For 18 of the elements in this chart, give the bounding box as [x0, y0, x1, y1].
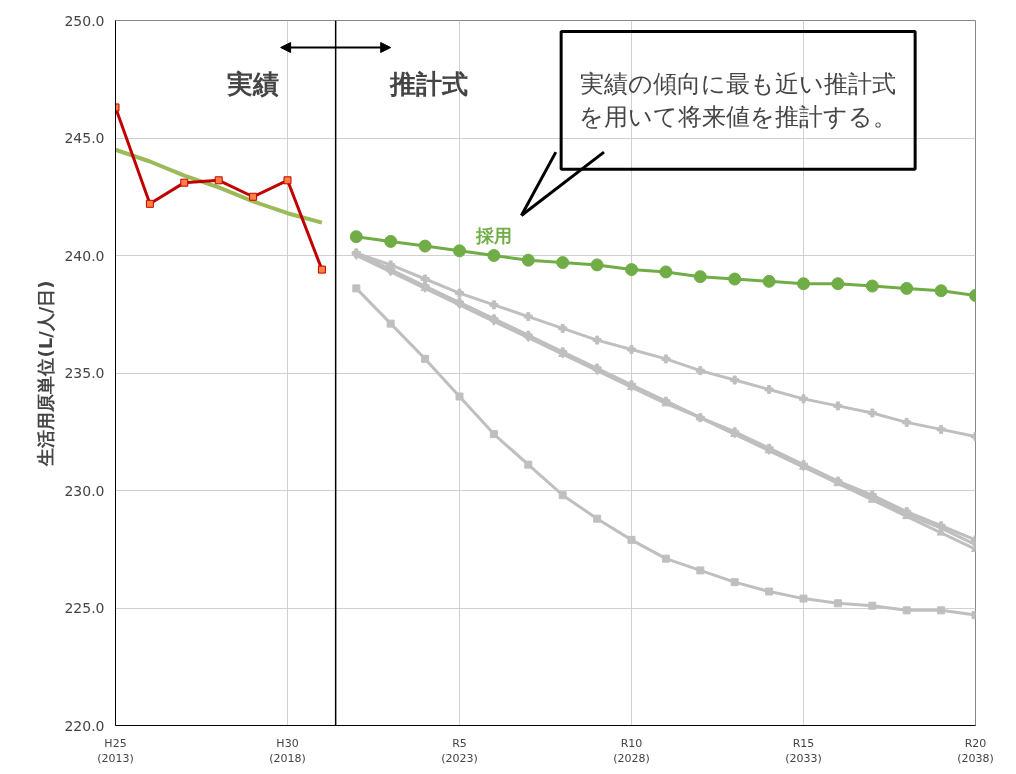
- y-tick-label: 245.0: [64, 130, 105, 146]
- x-tick-label: R10 (2028): [613, 736, 650, 766]
- x-tick-label: H25 (2013): [97, 736, 134, 766]
- x-tick-label: R20 (2038): [957, 736, 994, 766]
- y-tick-label: 225.0: [64, 600, 105, 616]
- y-axis-title: 生活用原単位(L/人/日): [35, 280, 57, 467]
- annotation: 実績: [226, 68, 280, 99]
- annotation: 実績の傾向に最も近い推計式を用いて将来値を推計する。: [579, 69, 898, 132]
- y-tick-label: 250.0: [64, 12, 105, 29]
- series-label: 採用: [474, 224, 512, 246]
- x-tick-label: H30 (2018): [269, 736, 306, 766]
- y-tick-label: 220.0: [64, 717, 105, 734]
- y-tick-label: 230.0: [64, 482, 105, 499]
- y-tick-label: 235.0: [64, 365, 105, 381]
- x-tick-label: R5 (2023): [441, 736, 478, 766]
- annotation: 推計式: [388, 68, 468, 99]
- x-tick-label: R15 (2033): [785, 736, 822, 766]
- y-tick-label: 240.0: [64, 247, 105, 264]
